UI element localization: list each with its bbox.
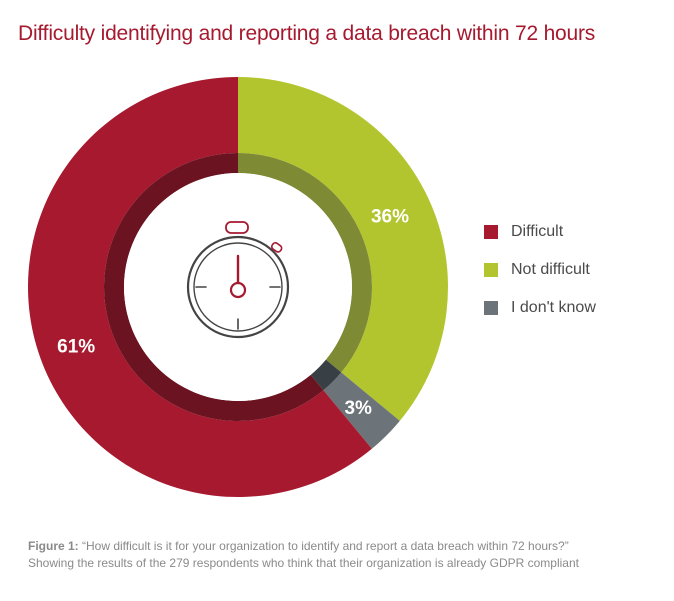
data-label-not-difficult: 36% xyxy=(371,206,409,227)
chart-title: Difficulty identifying and reporting a d… xyxy=(18,22,596,45)
stopwatch-icon xyxy=(186,221,290,339)
caption-prefix: Figure 1: xyxy=(28,539,79,553)
legend-label: Not difficult xyxy=(511,261,590,278)
donut-hole xyxy=(124,173,352,401)
legend-swatch-not-difficult xyxy=(484,263,498,277)
slice-inner-difficult xyxy=(104,153,324,421)
caption-line-2: Showing the results of the 279 responden… xyxy=(28,556,579,570)
slice-i-don-t-know xyxy=(323,372,400,449)
caption-question: “How difficult is it for your organizati… xyxy=(78,539,569,553)
legend-item: Not difficult xyxy=(484,260,596,280)
figure-caption: Figure 1: “How difficult is it for your … xyxy=(28,538,579,572)
slice-difficult xyxy=(28,77,372,497)
slice-inner-not-difficult xyxy=(238,153,373,373)
slice-inner-i-don-t-know xyxy=(310,359,342,391)
legend-swatch-difficult xyxy=(484,225,498,239)
slices-group xyxy=(28,77,449,497)
legend-label: I don't know xyxy=(511,299,596,316)
legend-item: Difficult xyxy=(484,222,596,242)
legend-swatch-dont-know xyxy=(484,301,498,315)
data-label-difficult: 61% xyxy=(57,336,95,357)
caption-line-1: Figure 1: “How difficult is it for your … xyxy=(28,538,579,555)
legend: Difficult Not difficult I don't know xyxy=(484,222,596,336)
legend-label: Difficult xyxy=(511,223,564,240)
labels-group: 36% 3% 61% xyxy=(57,206,409,419)
legend-item: I don't know xyxy=(484,298,596,318)
data-label-i-don-t-know: 3% xyxy=(344,398,372,419)
slice-not-difficult xyxy=(238,77,449,421)
